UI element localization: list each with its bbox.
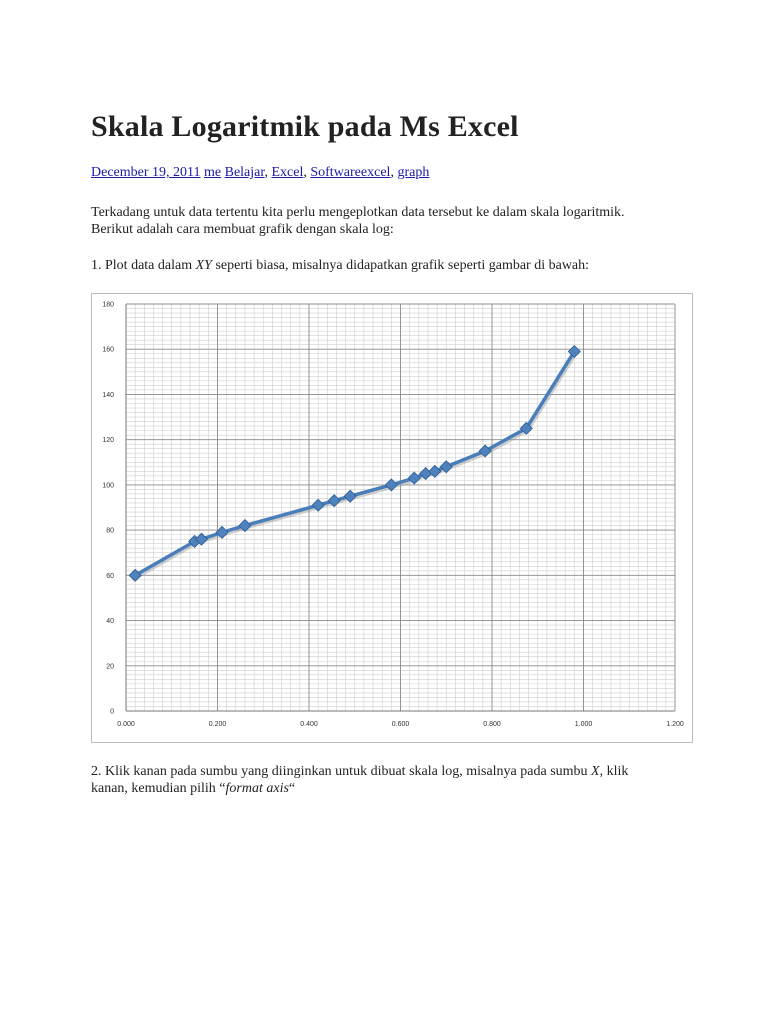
y-tick-label: 60: [106, 573, 114, 580]
y-tick-label: 100: [102, 482, 114, 489]
data-point-marker: [128, 568, 142, 582]
step-2-part-3: kanan, kemudian pilih “: [91, 781, 226, 796]
separator: ,: [303, 165, 311, 180]
category-link-excel[interactable]: Excel: [271, 165, 304, 180]
separator: ,: [390, 165, 398, 180]
post-date-link[interactable]: December 19, 2011: [91, 165, 201, 180]
intro-line-1: Terkadang untuk data tertentu kita perlu…: [91, 205, 625, 220]
data-point-marker: [343, 489, 357, 503]
step-1-suffix: seperti biasa, misalnya didapatkan grafi…: [211, 258, 590, 273]
series-line: [133, 349, 577, 578]
step-1-xy: XY: [195, 258, 212, 273]
x-tick-label: 0.200: [209, 721, 227, 728]
data-point-marker: [384, 478, 398, 492]
step-2-part-4: “: [288, 781, 296, 796]
category-link-graph[interactable]: graph: [397, 165, 430, 180]
page-title: Skala Logaritmik pada Ms Excel: [91, 110, 519, 143]
data-point-marker: [428, 464, 442, 478]
y-tick-label: 120: [102, 437, 114, 444]
y-tick-label: 80: [106, 528, 114, 535]
step-2-axis: X: [591, 764, 600, 779]
series-line-shadow: [134, 351, 578, 580]
data-point-marker: [407, 471, 421, 485]
x-tick-label: 1.200: [666, 721, 684, 728]
category-link-belajar[interactable]: Belajar: [224, 165, 265, 180]
xy-scatter-chart: 0.000 0.200 0.400 0.600 0.800 1.000 1.200 0 20 40…: [91, 293, 693, 743]
step-2-part-2: , klik: [599, 764, 629, 779]
data-point-marker: [215, 525, 229, 539]
x-tick-label: 1.000: [575, 721, 593, 728]
step-1-prefix: 1. Plot data dalam: [91, 258, 196, 273]
x-tick-label: 0.600: [392, 721, 410, 728]
data-point-marker: [567, 344, 581, 359]
y-tick-label: 140: [102, 392, 114, 399]
separator: ,: [264, 165, 272, 180]
y-tick-label: 0: [110, 709, 114, 716]
y-tick-label: 180: [102, 302, 114, 309]
step-1-text: 1. Plot data dalam XY seperti biasa, mis…: [91, 257, 691, 274]
post-meta: December 19, 2011 me Belajar, Excel, Sof…: [91, 165, 429, 181]
category-link-softwareexcel[interactable]: Softwareexcel: [310, 165, 391, 180]
author-link[interactable]: me: [204, 165, 222, 180]
data-point-marker: [519, 421, 533, 435]
x-tick-label: 0.400: [300, 721, 318, 728]
intro-line-2: Berikut adalah cara membuat grafik denga…: [91, 222, 394, 237]
data-point-marker: [311, 498, 325, 512]
y-tick-label: 160: [102, 347, 114, 354]
y-tick-label: 20: [106, 663, 114, 670]
step-2-text: 2. Klik kanan pada sumbu yang diinginkan…: [91, 763, 691, 797]
intro-paragraph: Terkadang untuk data tertentu kita perlu…: [91, 204, 691, 238]
step-2-format-axis: format axis: [225, 781, 289, 796]
data-point-marker: [439, 460, 453, 474]
data-point-marker: [194, 532, 209, 546]
x-tick-label: 0.800: [483, 721, 501, 728]
data-point-marker: [327, 494, 341, 508]
step-2-part-1: 2. Klik kanan pada sumbu yang diinginkan…: [91, 764, 592, 779]
y-tick-label: 40: [106, 618, 114, 625]
chart-svg: 0.000 0.200 0.400 0.600 0.800 1.000 1.200 0 20 40…: [102, 302, 684, 729]
x-tick-label: 0.000: [117, 721, 135, 728]
data-point-marker: [238, 519, 252, 533]
data-point-marker: [478, 444, 492, 458]
